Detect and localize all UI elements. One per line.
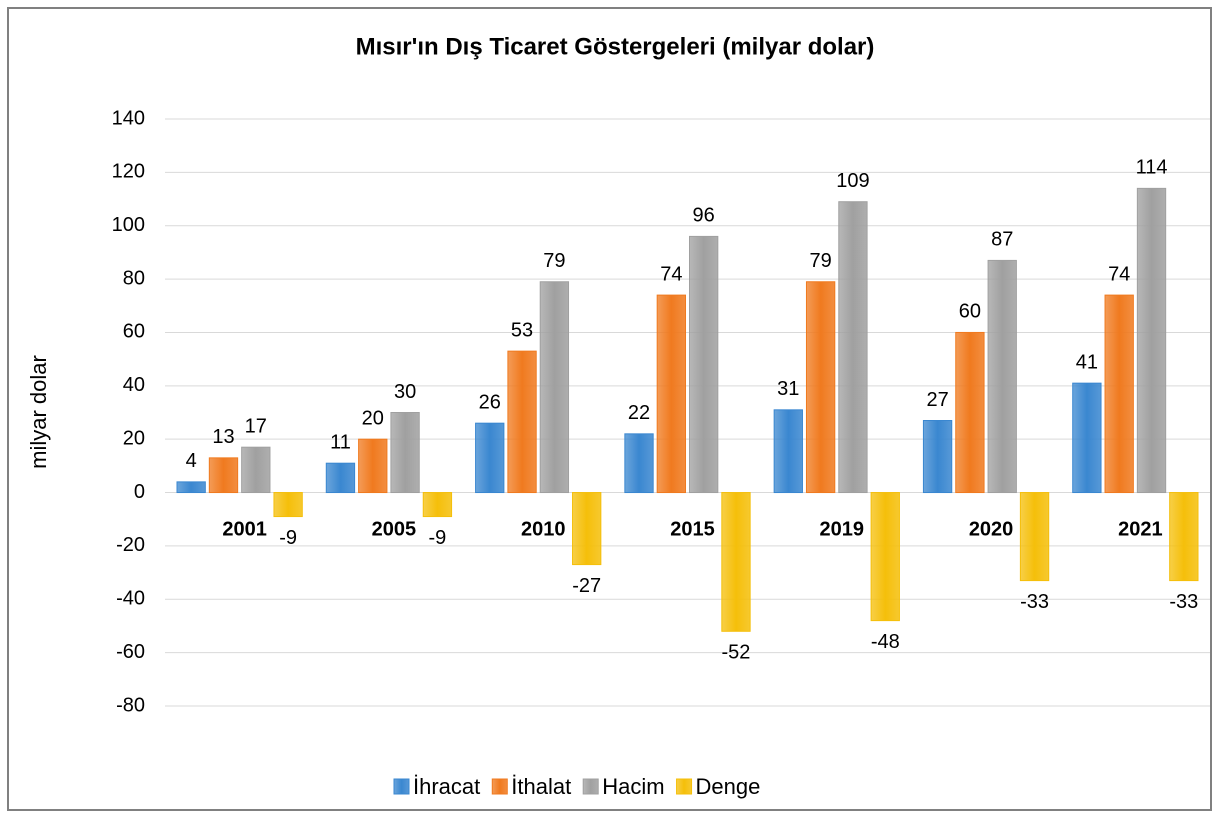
legend-label: Denge [696,774,761,799]
bar [241,446,271,494]
data-label: -33 [1020,591,1049,613]
y-tick-label: -40 [116,588,145,610]
bar [1169,492,1199,582]
bar [870,492,900,622]
bar [1072,382,1102,494]
x-tick-label: 2005 [372,518,417,540]
bar [1019,492,1050,582]
data-label: -52 [722,642,751,664]
bar [507,350,537,494]
y-tick-label: 80 [123,267,145,289]
x-tick-label: 2010 [521,518,566,540]
data-label: 11 [330,431,351,453]
data-label: -33 [1169,591,1198,613]
data-label: 79 [543,250,565,272]
data-label: 109 [836,170,869,192]
data-label: 114 [1136,157,1168,179]
x-tick-label: 2001 [222,518,267,540]
y-tick-label: 60 [123,321,145,343]
bar [475,422,505,494]
labels: -80 -60 -40 -20 0 20 40 60 80 100 120 140 2001 4 13 17 -… [112,107,1199,716]
y-tick-label: -80 [116,694,145,716]
x-tick-label: 2019 [820,518,865,540]
legend: İhracat İthalat Hacim Denge [393,774,761,799]
data-label: 53 [511,319,533,341]
y-tick-label: 120 [112,161,145,183]
data-label: 74 [660,263,682,285]
bar [805,281,836,494]
bar [422,492,453,518]
x-tick-label: 2021 [1118,518,1163,540]
chart-border [7,7,1212,811]
bar [955,331,985,494]
y-tick-label: -20 [116,534,145,556]
bar [208,457,239,494]
bar [176,481,206,494]
data-label: -9 [429,527,447,549]
y-tick-label: 20 [123,427,145,449]
chart-title: Mısır'ın Dış Ticaret Göstergeleri (milya… [356,33,875,60]
y-tick-label: 40 [123,374,145,396]
bar [773,409,803,494]
x-tick-label: 2015 [670,518,715,540]
y-axis-label: milyar dolar [26,355,51,469]
bar [838,201,868,494]
data-label: -27 [572,575,601,597]
data-label: 30 [394,381,416,403]
data-label: 74 [1108,263,1130,285]
bar [689,235,719,494]
bar [987,259,1017,494]
data-label: 87 [991,229,1013,251]
bar [273,492,303,518]
legend-swatch [393,778,410,795]
bar [624,433,654,494]
y-tick-label: 140 [112,107,145,129]
legend-swatch [491,778,508,795]
data-label: 20 [362,407,384,429]
data-label: 41 [1076,351,1098,373]
data-label: 27 [926,389,948,411]
data-label: 60 [959,301,981,323]
legend-swatch [582,778,599,795]
bar [539,281,570,494]
x-tick-label: 2020 [969,518,1014,540]
bar [1104,294,1134,494]
bar [390,412,420,494]
data-label: 17 [245,415,267,437]
bars [176,187,1199,632]
bar [358,438,388,494]
data-label: 96 [693,205,715,227]
data-label: 22 [628,402,650,424]
bar [721,492,751,632]
legend-label: İthalat [511,774,571,799]
y-tick-label: 100 [112,214,145,236]
bar [572,492,602,566]
legend-label: İhracat [413,774,480,799]
data-label: 31 [777,378,799,400]
bar [656,294,687,494]
bar [1136,187,1167,494]
data-label: -48 [871,631,900,653]
data-label: 4 [186,450,197,472]
legend-label: Hacim [602,774,664,799]
data-label: 79 [810,250,832,272]
data-label: 13 [212,426,234,448]
data-label: -9 [279,527,297,549]
grid [165,118,1210,707]
y-tick-label: -60 [116,641,145,663]
legend-swatch [676,778,693,795]
bar [922,420,953,494]
y-tick-label: 0 [134,481,145,503]
bar [325,462,356,494]
data-label: 26 [479,391,501,413]
